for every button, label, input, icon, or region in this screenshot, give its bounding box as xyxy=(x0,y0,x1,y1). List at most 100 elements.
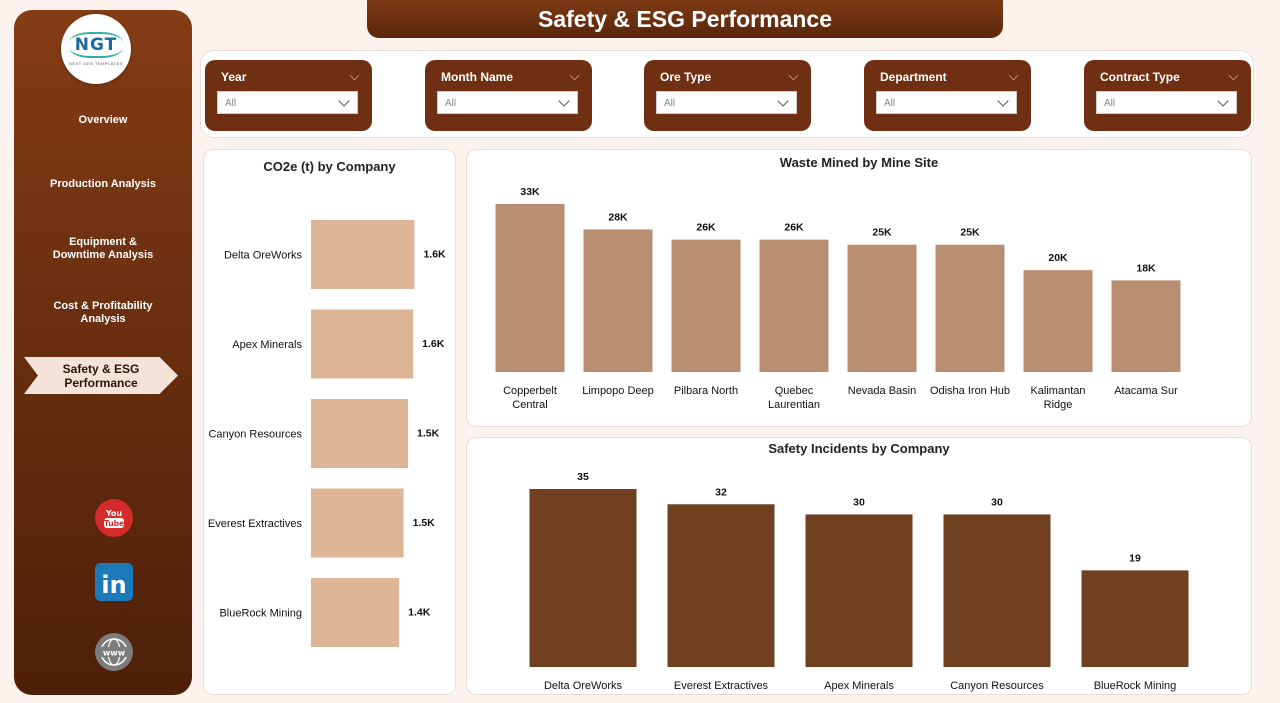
waste-category-label: Quebec Laurentian xyxy=(768,385,820,411)
nav-item-label: Production Analysis xyxy=(50,178,156,190)
ore-type-dropdown[interactable]: All xyxy=(656,91,797,114)
safety-bar[interactable] xyxy=(1081,570,1189,667)
filter-department: Department All xyxy=(864,60,1031,131)
dropdown-value: All xyxy=(884,98,896,109)
waste-data-label: 20K xyxy=(1048,252,1068,264)
department-dropdown[interactable]: All xyxy=(876,91,1017,114)
chevron-down-icon[interactable] xyxy=(788,70,799,81)
co2-category-label: Apex Minerals xyxy=(232,339,302,351)
nav-item-production-analysis[interactable]: Production Analysis xyxy=(14,178,192,191)
waste-category-label: Nevada Basin xyxy=(848,385,917,397)
filter-label: Month Name xyxy=(441,70,513,84)
waste-bar[interactable] xyxy=(1111,280,1181,372)
chevron-down-icon[interactable] xyxy=(1228,70,1239,81)
safety-category-label: Delta OreWorks xyxy=(544,680,623,692)
waste-data-label: 18K xyxy=(1136,262,1156,274)
co2-chart: Delta OreWorks 1.6K Apex Minerals 1.6K Canyo… xyxy=(208,220,446,647)
chevron-down-icon[interactable] xyxy=(349,70,360,81)
safety-data-label: 30 xyxy=(991,496,1003,508)
nav-item-label: Equipment & Downtime Analysis xyxy=(52,236,154,261)
nav-item-label: Cost & Profitability Analysis xyxy=(53,300,153,325)
safety-category-label: Apex Minerals xyxy=(824,680,894,692)
waste-data-label: 25K xyxy=(872,227,892,239)
nav-item-label: Overview xyxy=(78,114,128,126)
chevron-down-icon[interactable] xyxy=(1008,70,1019,81)
safety-data-label: 19 xyxy=(1129,552,1141,564)
safety-bar[interactable] xyxy=(805,514,913,667)
waste-category-label: Limpopo Deep xyxy=(582,385,654,397)
year-dropdown[interactable]: All xyxy=(217,91,358,114)
co2-category-label: Delta OreWorks xyxy=(224,250,303,262)
logo-tagline: NEXT GEN TEMPLATES xyxy=(69,61,123,66)
waste-chart-title: Waste Mined by Mine Site xyxy=(779,155,939,170)
chevron-down-icon xyxy=(338,95,350,107)
chevron-down-icon xyxy=(997,95,1009,107)
safety-category-label: Everest Extractives xyxy=(674,680,769,692)
waste-bar[interactable] xyxy=(847,244,917,372)
website-text: www xyxy=(103,649,126,658)
youtube-icon[interactable]: You Tube xyxy=(94,498,134,538)
safety-bar[interactable] xyxy=(667,504,775,667)
waste-data-label: 28K xyxy=(608,211,628,223)
month-dropdown[interactable]: All xyxy=(437,91,578,114)
co2-category-label: BlueRock Mining xyxy=(219,608,302,620)
dropdown-value: All xyxy=(664,98,676,109)
dropdown-value: All xyxy=(445,98,457,109)
safety-bar[interactable] xyxy=(529,489,637,667)
co2-data-label: 1.5K xyxy=(417,428,440,440)
waste-category-label: Pilbara North xyxy=(674,385,738,397)
filter-year: Year All xyxy=(205,60,372,131)
safety-bar[interactable] xyxy=(943,514,1051,667)
nav-item-cost-profitability[interactable]: Cost & Profitability Analysis xyxy=(14,300,192,326)
filter-panel: Year All Month Name All Ore Type All Dep… xyxy=(200,50,1254,138)
chevron-down-icon xyxy=(777,95,789,107)
waste-category-label: Atacama Sur xyxy=(1114,385,1178,397)
co2-bar[interactable] xyxy=(311,309,414,379)
waste-data-label: 26K xyxy=(784,222,804,234)
safety-data-label: 32 xyxy=(715,486,727,498)
company-logo[interactable]: NGT NEXT GEN TEMPLATES xyxy=(61,14,131,84)
dropdown-value: All xyxy=(225,98,237,109)
co2-category-label: Everest Extractives xyxy=(208,518,303,530)
waste-bar[interactable] xyxy=(671,239,741,372)
filter-label: Year xyxy=(221,70,247,84)
waste-data-label: 26K xyxy=(696,222,716,234)
nav-item-equipment-downtime[interactable]: Equipment & Downtime Analysis xyxy=(14,236,192,262)
co2-data-label: 1.5K xyxy=(413,517,436,529)
waste-bar[interactable] xyxy=(935,244,1005,372)
waste-bar[interactable] xyxy=(495,204,565,372)
linkedin-text: in xyxy=(101,571,126,599)
waste-data-label: 25K xyxy=(960,227,980,239)
co2-category-label: Canyon Resources xyxy=(208,429,302,441)
chevron-down-icon xyxy=(558,95,570,107)
filter-label: Contract Type xyxy=(1100,70,1180,84)
waste-bar[interactable] xyxy=(759,239,829,372)
waste-bar[interactable] xyxy=(583,229,653,372)
waste-data-label: 33K xyxy=(520,186,540,198)
co2-bar[interactable] xyxy=(311,399,409,468)
waste-category-label: Odisha Iron Hub xyxy=(930,385,1010,397)
filter-label: Ore Type xyxy=(660,70,712,84)
nav-item-overview[interactable]: Overview xyxy=(14,114,192,127)
safety-data-label: 30 xyxy=(853,496,865,508)
safety-chart-card: Safety Incidents by Company 35 Delta OreW… xyxy=(466,437,1252,695)
nav-item-safety-esg-active[interactable]: Safety & ESG Performance xyxy=(24,357,178,394)
waste-bar[interactable] xyxy=(1023,270,1093,372)
co2-data-label: 1.6K xyxy=(423,249,446,261)
filter-ore-type: Ore Type All xyxy=(644,60,811,131)
linkedin-icon[interactable]: in xyxy=(94,562,134,602)
co2-chart-card: CO2e (t) by Company Delta OreWorks 1.6K Ap… xyxy=(203,149,456,695)
filter-month-name: Month Name All xyxy=(425,60,592,131)
co2-bar[interactable] xyxy=(311,488,404,558)
safety-data-label: 35 xyxy=(577,471,589,483)
website-globe-icon[interactable]: www xyxy=(94,632,134,672)
nav-item-label: Safety & ESG Performance xyxy=(62,361,140,390)
co2-chart-title: CO2e (t) by Company xyxy=(263,159,396,174)
contract-type-dropdown[interactable]: All xyxy=(1096,91,1237,114)
youtube-text-bottom: Tube xyxy=(104,519,124,528)
chevron-down-icon[interactable] xyxy=(569,70,580,81)
logo-letters: NGT xyxy=(68,32,124,58)
co2-bar[interactable] xyxy=(311,220,415,289)
co2-bar[interactable] xyxy=(311,578,400,647)
waste-chart-card: Waste Mined by Mine Site 33K Copperbelt Ce… xyxy=(466,149,1252,427)
